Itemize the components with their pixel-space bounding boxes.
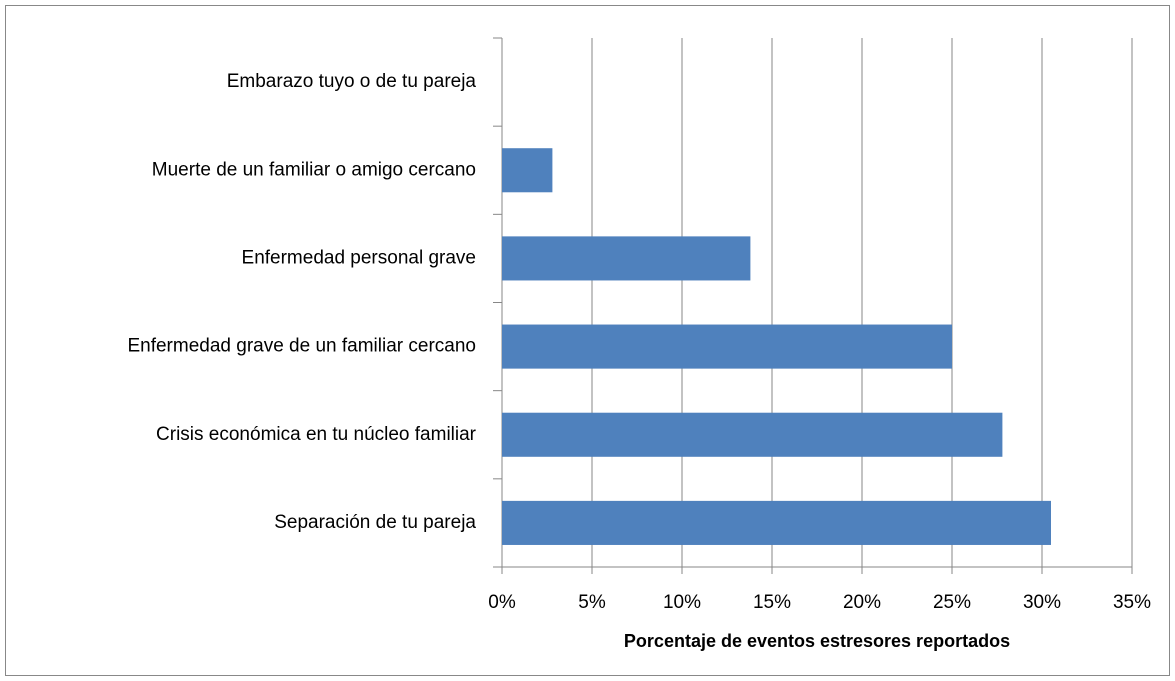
x-tick-label: 0% <box>488 592 516 613</box>
y-tick-label: Enfermedad personal grave <box>242 247 476 268</box>
bar <box>502 500 1051 545</box>
bar <box>502 148 553 193</box>
x-tick-label: 35% <box>1113 592 1151 613</box>
y-tick-label: Enfermedad grave de un familiar cercano <box>127 336 476 357</box>
y-tick-label: Embarazo tuyo o de tu pareja <box>227 71 477 92</box>
x-tick-label: 25% <box>933 592 971 613</box>
x-axis-title: Porcentaje de eventos estresores reporta… <box>624 631 1010 651</box>
bar <box>502 324 952 369</box>
x-tick-label: 30% <box>1023 592 1061 613</box>
y-tick-label: Separación de tu pareja <box>274 512 476 533</box>
bar <box>502 236 751 281</box>
y-tick-label: Muerte de un familiar o amigo cercano <box>152 159 476 180</box>
bar <box>502 412 1003 457</box>
x-tick-label: 5% <box>578 592 606 613</box>
x-tick-label: 15% <box>753 592 791 613</box>
y-tick-label: Crisis económica en tu núcleo familiar <box>156 424 477 445</box>
x-tick-label: 10% <box>663 592 701 613</box>
x-tick-label: 20% <box>843 592 881 613</box>
